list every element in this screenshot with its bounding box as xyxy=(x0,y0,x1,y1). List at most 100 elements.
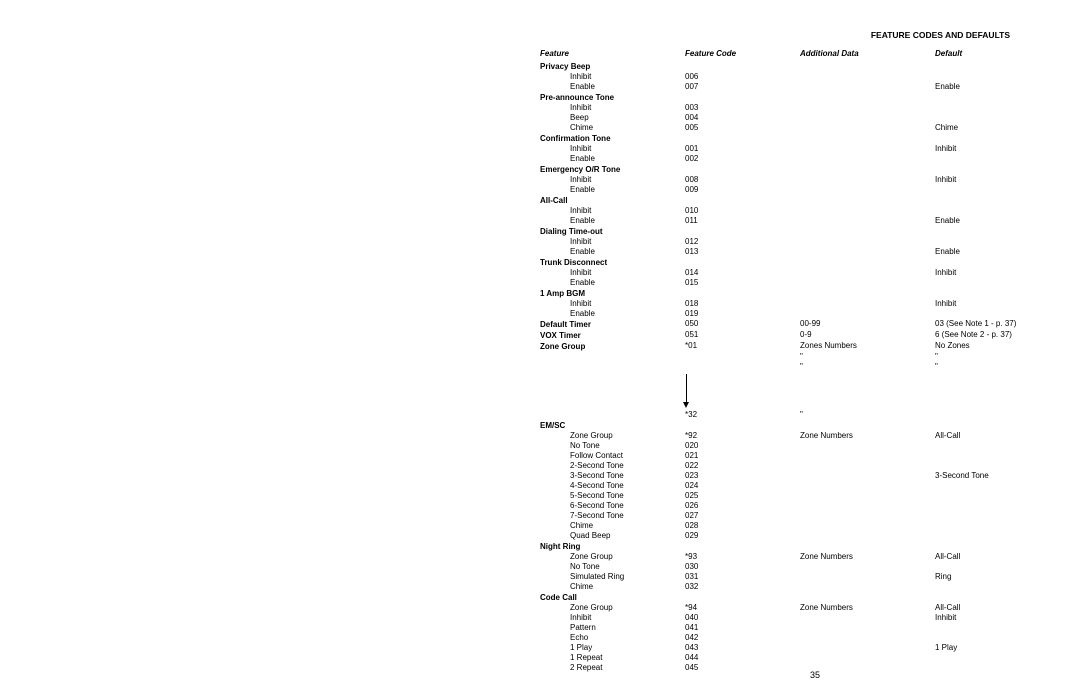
feature-code: 014 xyxy=(685,268,800,278)
additional-data xyxy=(800,164,935,175)
feature-sub-label: Chime xyxy=(540,123,685,133)
additional-data xyxy=(800,288,935,299)
default-value xyxy=(935,461,1060,471)
additional-data xyxy=(800,61,935,72)
feature-sub-label: Zone Group xyxy=(540,431,685,441)
feature-sub-label: Inhibit xyxy=(540,613,685,623)
feature-code xyxy=(685,164,800,175)
feature-sub-label: Chime xyxy=(540,582,685,592)
default-value: Ring xyxy=(935,572,1060,582)
table-row: No Tone020 xyxy=(540,441,1060,451)
additional-data xyxy=(800,501,935,511)
default-value: Enable xyxy=(935,216,1060,226)
default-value: Enable xyxy=(935,82,1060,92)
feature-sub-label: Echo xyxy=(540,633,685,643)
feature-sub-label: Inhibit xyxy=(540,237,685,247)
feature-code xyxy=(685,226,800,237)
additional-data xyxy=(800,299,935,309)
page-number: 35 xyxy=(810,670,820,680)
feature-code: *32 xyxy=(685,410,800,420)
feature-code: *01 xyxy=(685,341,800,352)
default-value xyxy=(935,133,1060,144)
page-title: FEATURE CODES AND DEFAULTS xyxy=(540,30,1060,41)
feature-code: 031 xyxy=(685,572,800,582)
default-value xyxy=(935,103,1060,113)
default-value xyxy=(935,441,1060,451)
table-row: Zone Group*94Zone NumbersAll-Call xyxy=(540,603,1060,613)
feature-code: 029 xyxy=(685,531,800,541)
additional-data xyxy=(800,511,935,521)
feature-code: 018 xyxy=(685,299,800,309)
feature-code: 007 xyxy=(685,82,800,92)
table-row: Chime005Chime xyxy=(540,123,1060,133)
feature-sub-label: 2-Second Tone xyxy=(540,461,685,471)
additional-data xyxy=(800,154,935,164)
additional-data: Zone Numbers xyxy=(800,552,935,562)
default-value xyxy=(935,623,1060,633)
additional-data xyxy=(800,206,935,216)
table-row: Quad Beep029 xyxy=(540,531,1060,541)
default-value xyxy=(935,491,1060,501)
default-value xyxy=(935,185,1060,195)
feature-sub-label: Follow Contact xyxy=(540,451,685,461)
feature-code xyxy=(685,362,800,372)
feature-code: 019 xyxy=(685,309,800,319)
table-row: Echo042 xyxy=(540,633,1060,643)
feature-code xyxy=(685,92,800,103)
feature-code: 020 xyxy=(685,441,800,451)
feature-sub-label: Inhibit xyxy=(540,72,685,82)
feature-sub-label: Inhibit xyxy=(540,175,685,185)
default-value: All-Call xyxy=(935,552,1060,562)
table-body: Privacy BeepInhibit006Enable007EnablePre… xyxy=(540,61,1060,673)
default-value: 6 (See Note 2 - p. 37) xyxy=(935,330,1060,341)
default-value xyxy=(935,164,1060,175)
feature-group-label: Pre-announce Tone xyxy=(540,93,685,103)
feature-code: 021 xyxy=(685,451,800,461)
feature-sub-label: Inhibit xyxy=(540,299,685,309)
feature-group-label: VOX Timer xyxy=(540,331,685,341)
additional-data xyxy=(800,72,935,82)
additional-data xyxy=(800,278,935,288)
table-row: Inhibit040Inhibit xyxy=(540,613,1060,623)
table-row: VOX Timer0510-96 (See Note 2 - p. 37) xyxy=(540,330,1060,341)
feature-code: 022 xyxy=(685,461,800,471)
feature-sub-label: Pattern xyxy=(540,623,685,633)
feature-code: 042 xyxy=(685,633,800,643)
feature-sub-label: 2 Repeat xyxy=(540,663,685,673)
table-row: Privacy Beep xyxy=(540,61,1060,72)
empty-cell xyxy=(540,410,685,420)
feature-code xyxy=(685,420,800,431)
table-row: Inhibit008Inhibit xyxy=(540,175,1060,185)
feature-code: 030 xyxy=(685,562,800,572)
empty-cell xyxy=(540,362,685,372)
feature-code: 026 xyxy=(685,501,800,511)
table-row: 5-Second Tone025 xyxy=(540,491,1060,501)
table-row: Beep004 xyxy=(540,113,1060,123)
table-row: Chime032 xyxy=(540,582,1060,592)
feature-code: 009 xyxy=(685,185,800,195)
table-header-row: Feature Feature Code Additional Data Def… xyxy=(540,49,1060,59)
feature-group-label: All-Call xyxy=(540,196,685,206)
feature-code xyxy=(685,257,800,268)
table-row: Enable011Enable xyxy=(540,216,1060,226)
feature-code: 024 xyxy=(685,481,800,491)
additional-data xyxy=(800,451,935,461)
feature-sub-label: 7-Second Tone xyxy=(540,511,685,521)
default-value xyxy=(935,653,1060,663)
feature-group-label: 1 Amp BGM xyxy=(540,289,685,299)
table-row: Enable002 xyxy=(540,154,1060,164)
additional-data xyxy=(800,471,935,481)
feature-code xyxy=(685,288,800,299)
feature-group-label: Confirmation Tone xyxy=(540,134,685,144)
feature-group-label: Default Timer xyxy=(540,320,685,330)
additional-data xyxy=(800,92,935,103)
table-row: 7-Second Tone027 xyxy=(540,511,1060,521)
additional-data xyxy=(800,623,935,633)
table-row: Inhibit001Inhibit xyxy=(540,144,1060,154)
feature-code: 015 xyxy=(685,278,800,288)
feature-sub-label: Quad Beep xyxy=(540,531,685,541)
additional-data xyxy=(800,420,935,431)
additional-data xyxy=(800,257,935,268)
table-row: Enable009 xyxy=(540,185,1060,195)
additional-data xyxy=(800,633,935,643)
